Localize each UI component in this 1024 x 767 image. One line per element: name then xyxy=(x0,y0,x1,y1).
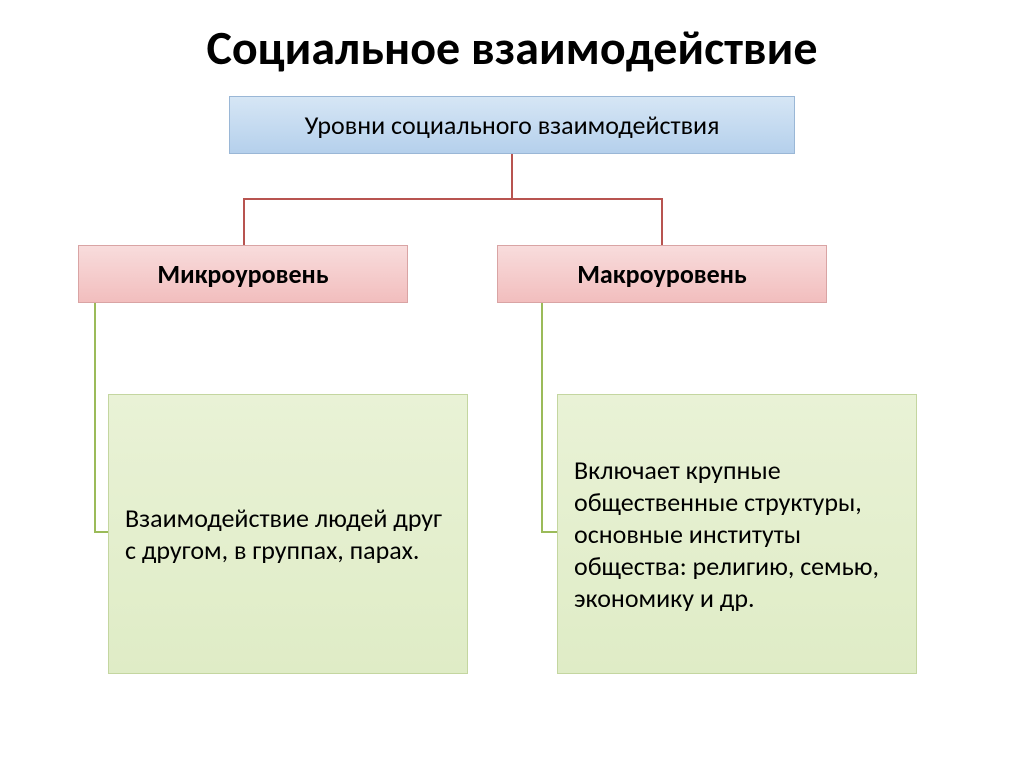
node-micro-desc: Взаимодействие людей друг с другом, в гр… xyxy=(108,394,468,674)
connector-macro-v xyxy=(541,303,543,533)
node-macro-desc: Включает крупные общественные структуры,… xyxy=(557,394,917,674)
node-micro: Микроуровень xyxy=(78,245,408,303)
connector-left-drop xyxy=(243,198,245,245)
node-root: Уровни социального взаимодействия xyxy=(229,96,795,154)
node-macro: Макроуровень xyxy=(497,245,827,303)
connector-micro-v xyxy=(94,303,96,533)
connector-cross xyxy=(243,198,663,200)
connector-micro-h xyxy=(94,531,108,533)
connector-macro-h xyxy=(541,531,557,533)
slide-title: Социальное взаимодействие xyxy=(0,18,1024,77)
connector-trunk xyxy=(511,154,513,200)
connector-right-drop xyxy=(661,198,663,245)
